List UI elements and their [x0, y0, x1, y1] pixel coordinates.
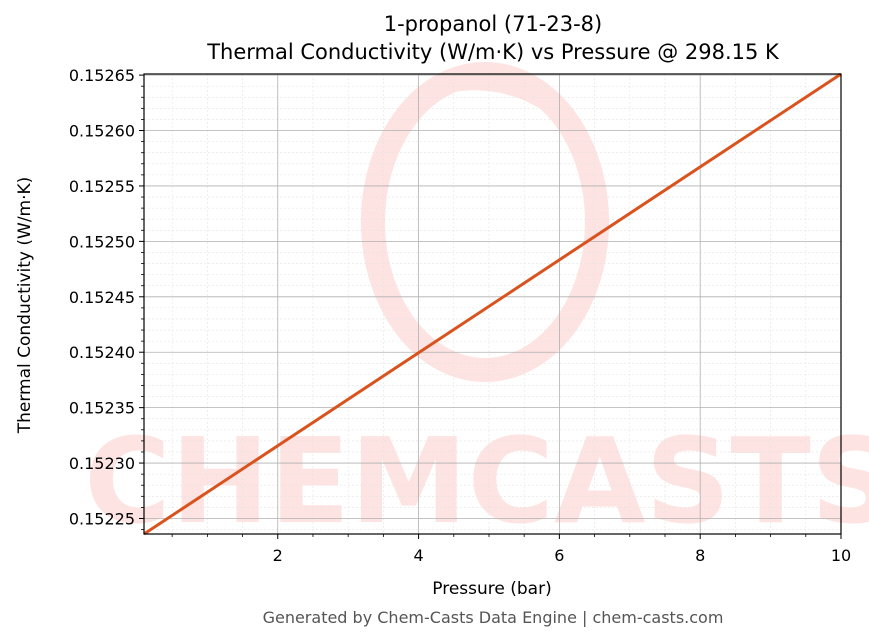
x-tick-label: 6: [554, 546, 564, 565]
major-grid: [144, 74, 842, 534]
y-tick-label: 0.15230: [69, 454, 135, 473]
x-tick-labels: 2 4 6 8 10: [273, 546, 852, 565]
y-tick-label: 0.15235: [69, 399, 135, 418]
watermark-swirl-logo: [361, 62, 609, 382]
x-tick-label: 8: [695, 546, 705, 565]
watermark-text: CHEMCASTS: [84, 412, 869, 550]
y-axis-label: Thermal Conductivity (W/m·K): [15, 177, 35, 435]
y-tick-label: 0.15245: [69, 288, 135, 307]
x-tick-label: 2: [273, 546, 283, 565]
chart-subtitle: Thermal Conductivity (W/m·K) vs Pressure…: [207, 40, 779, 64]
x-tick-label: 4: [413, 546, 423, 565]
minor-grid: [144, 74, 841, 534]
y-tick-label: 0.15250: [69, 232, 135, 251]
y-tick-label: 0.15255: [69, 177, 135, 196]
series-layer: [143, 72, 842, 536]
y-tick-label: 0.15265: [69, 66, 135, 85]
x-axis-label: Pressure (bar): [432, 579, 551, 599]
y-tick-label: 0.15240: [69, 343, 135, 362]
chemcasts-watermark: CHEMCASTS: [84, 62, 869, 550]
x-tick-label: 10: [831, 546, 851, 565]
footer-credit: Generated by Chem-Casts Data Engine | ch…: [262, 608, 724, 627]
plot-frame: [143, 73, 842, 535]
y-tick-labels: 0.15225 0.15230 0.15235 0.15240 0.15245 0.152…: [69, 66, 135, 528]
chart-title: 1-propanol (71-23-8): [383, 12, 603, 36]
y-tick-label: 0.15260: [69, 122, 135, 141]
y-tick-label: 0.15225: [69, 509, 135, 528]
axis-ticks: [139, 74, 842, 539]
series-line: [143, 72, 842, 536]
